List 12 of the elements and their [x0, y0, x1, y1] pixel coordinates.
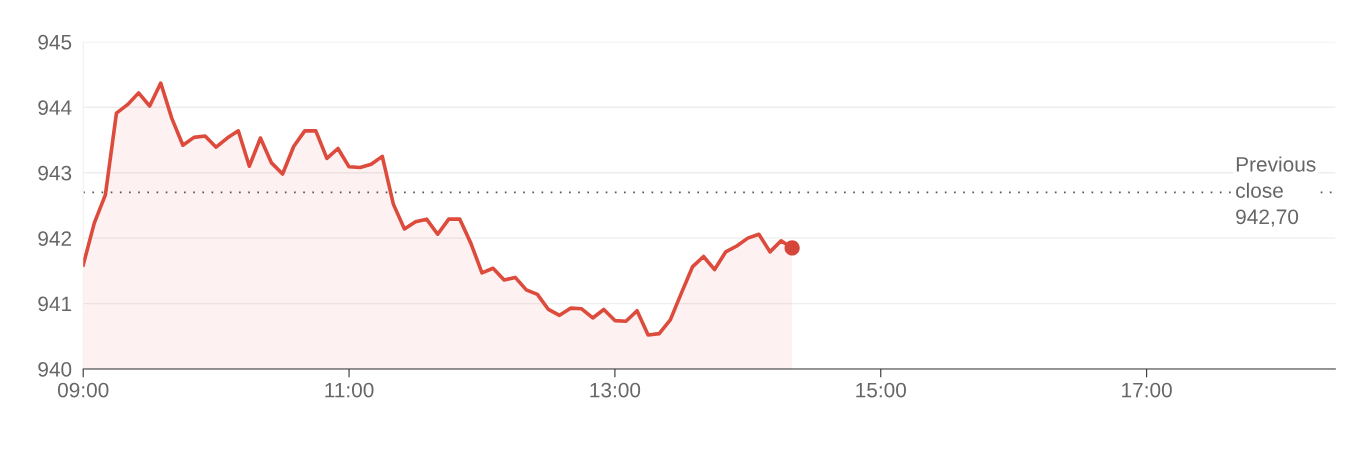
x-tick-label: 11:00 [325, 382, 374, 398]
x-tick-label: 13:00 [590, 382, 641, 398]
y-tick-label: 941 [38, 296, 72, 312]
y-tick-label: 940 [38, 362, 72, 377]
y-tick-label: 943 [38, 165, 72, 181]
y-tick-label: 944 [38, 100, 72, 116]
y-tick-label: 942 [38, 231, 72, 246]
x-tick-label: 17:00 [1122, 382, 1172, 398]
x-tick-label: 15:00 [856, 382, 907, 398]
x-tick-label: 09:00 [57, 382, 109, 398]
ref-line-label: Previous close 942,70 [1236, 156, 1316, 227]
y-tick-label: 945 [38, 34, 72, 50]
